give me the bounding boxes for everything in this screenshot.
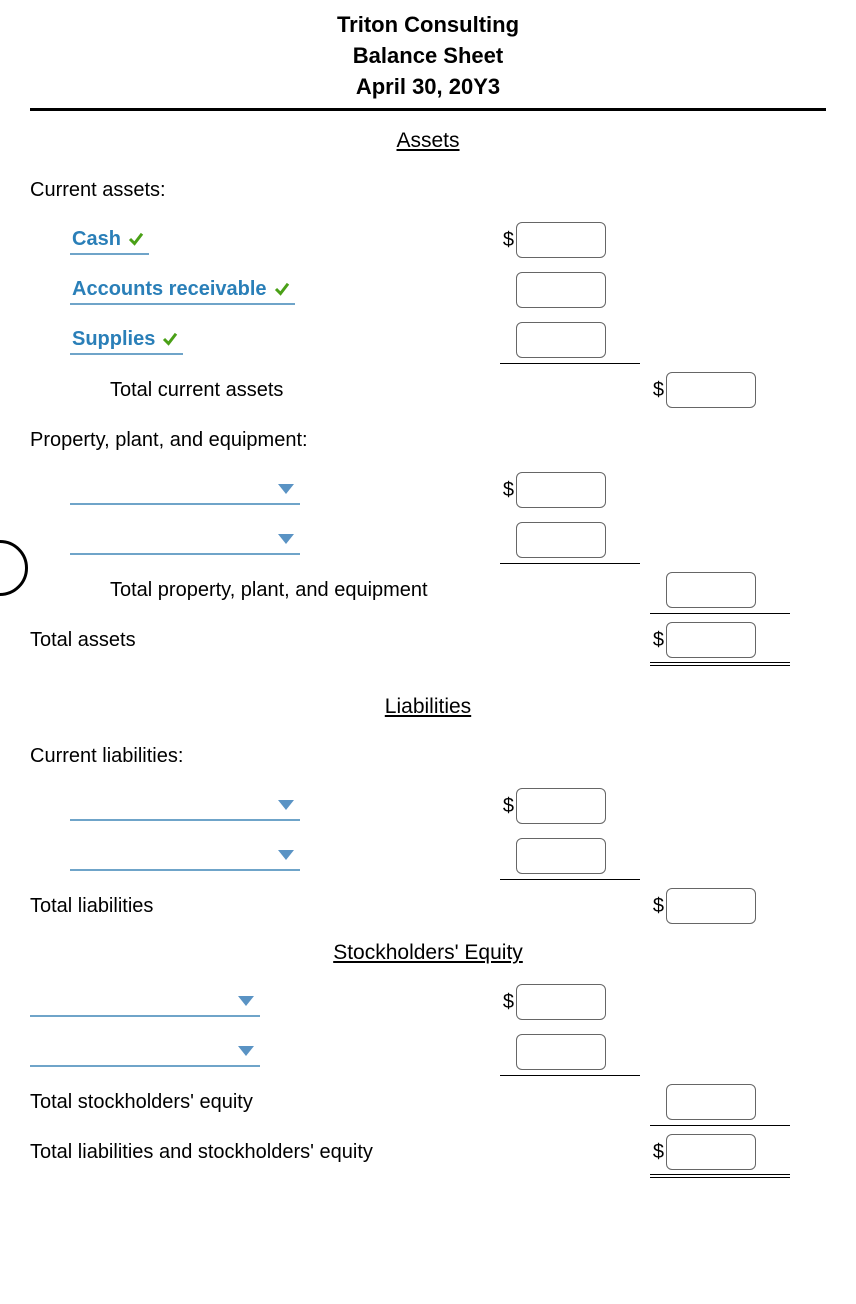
supplies-label: Supplies [72,328,155,351]
check-icon [127,230,145,248]
sheet-header: Triton Consulting Balance Sheet April 30… [30,10,826,111]
supplies-amount-input[interactable] [516,322,606,358]
liab-item-1-dropdown[interactable] [70,791,300,821]
chevron-down-icon [238,996,254,1006]
currency-symbol: $ [500,795,514,818]
equity-heading: Stockholders' Equity [30,941,826,965]
chevron-down-icon [238,1046,254,1056]
total-liabilities-label: Total liabilities [30,895,500,918]
company-name: Triton Consulting [30,10,826,41]
total-ppe-label: Total property, plant, and equipment [30,579,500,602]
ppe-item-2-dropdown[interactable] [70,525,300,555]
liab-item-2-dropdown[interactable] [70,841,300,871]
total-assets-input[interactable] [666,622,756,658]
cash-amount-input[interactable] [516,222,606,258]
currency-symbol: $ [650,895,664,918]
sheet-date: April 30, 20Y3 [30,72,826,103]
currency-symbol: $ [500,229,514,252]
check-icon [273,280,291,298]
equity-item-2-dropdown[interactable] [30,1037,260,1067]
liabilities-heading: Liabilities [30,695,826,719]
currency-symbol: $ [650,1141,664,1164]
chevron-down-icon [278,800,294,810]
total-ppe-input[interactable] [666,572,756,608]
total-liabilities-input[interactable] [666,888,756,924]
ar-amount-input[interactable] [516,272,606,308]
total-liab-equity-input[interactable] [666,1134,756,1170]
liab-item-1-amount-input[interactable] [516,788,606,824]
ppe-item-2-amount-input[interactable] [516,522,606,558]
balance-sheet: Triton Consulting Balance Sheet April 30… [0,0,856,1207]
sheet-title: Balance Sheet [30,41,826,72]
liab-item-2-amount-input[interactable] [516,838,606,874]
current-liabilities-label: Current liabilities: [30,745,500,768]
cash-answer[interactable]: Cash [70,226,149,255]
currency-symbol: $ [500,479,514,502]
check-icon [161,330,179,348]
total-current-assets-label: Total current assets [30,379,500,402]
currency-symbol: $ [650,379,664,402]
currency-symbol: $ [500,991,514,1014]
equity-item-1-amount-input[interactable] [516,984,606,1020]
total-current-assets-input[interactable] [666,372,756,408]
ppe-item-1-dropdown[interactable] [70,475,300,505]
equity-item-1-dropdown[interactable] [30,987,260,1017]
cash-label: Cash [72,228,121,251]
currency-symbol: $ [650,629,664,652]
ar-label: Accounts receivable [72,278,267,301]
supplies-answer[interactable]: Supplies [70,326,183,355]
equity-item-2-amount-input[interactable] [516,1034,606,1070]
ppe-label: Property, plant, and equipment: [30,429,500,452]
chevron-down-icon [278,484,294,494]
chevron-down-icon [278,850,294,860]
total-equity-label: Total stockholders' equity [30,1091,500,1114]
current-assets-label: Current assets: [30,179,500,202]
assets-heading: Assets [30,129,826,153]
ar-answer[interactable]: Accounts receivable [70,276,295,305]
ppe-item-1-amount-input[interactable] [516,472,606,508]
chevron-down-icon [278,534,294,544]
total-assets-label: Total assets [30,629,500,652]
total-equity-input[interactable] [666,1084,756,1120]
total-liab-equity-label: Total liabilities and stockholders' equi… [30,1141,500,1164]
